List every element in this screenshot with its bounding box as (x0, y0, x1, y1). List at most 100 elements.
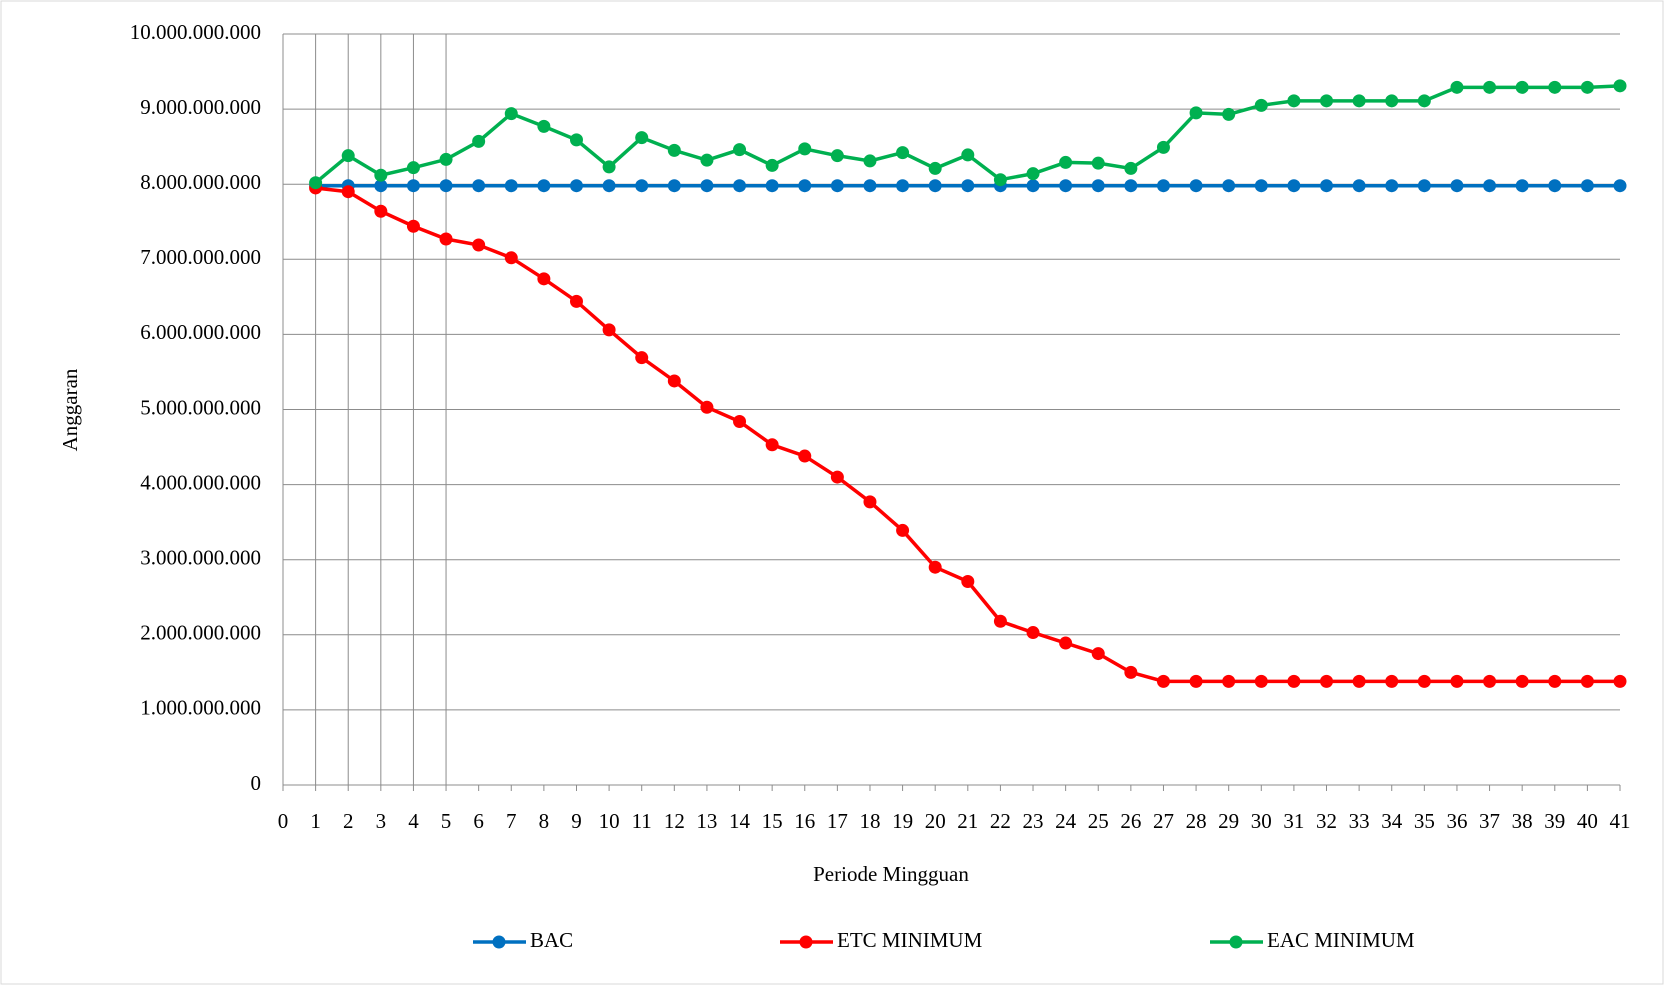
data-point (1417, 179, 1431, 193)
data-point (1124, 665, 1138, 679)
y-tick-label: 8.000.000.000 (140, 170, 261, 194)
x-tick-label: 31 (1283, 809, 1304, 833)
data-point (928, 161, 942, 175)
data-point (993, 173, 1007, 187)
data-point (1222, 107, 1236, 121)
y-tick-label: 10.000.000.000 (130, 20, 261, 44)
data-point (1450, 80, 1464, 94)
x-tick-label: 10 (599, 809, 620, 833)
data-point (1124, 179, 1138, 193)
data-point (537, 272, 551, 286)
data-point (667, 143, 681, 157)
data-point (896, 179, 910, 193)
data-point (1352, 94, 1366, 108)
data-point (341, 185, 355, 199)
x-tick-label: 1 (310, 809, 321, 833)
data-point (863, 179, 877, 193)
data-point (765, 158, 779, 172)
data-point (1156, 140, 1170, 154)
x-tick-label: 37 (1479, 809, 1500, 833)
data-point (896, 523, 910, 537)
data-point (1352, 179, 1366, 193)
legend-marker (492, 935, 506, 949)
data-point (1580, 179, 1594, 193)
data-point (1515, 179, 1529, 193)
y-tick-label: 5.000.000.000 (140, 395, 261, 419)
data-point (1580, 674, 1594, 688)
data-point (830, 470, 844, 484)
data-point (1483, 179, 1497, 193)
data-point (863, 495, 877, 509)
data-point (1189, 106, 1203, 120)
data-point (700, 153, 714, 167)
data-point (1026, 167, 1040, 181)
x-tick-label: 41 (1610, 809, 1631, 833)
data-point (1320, 674, 1334, 688)
data-point (504, 179, 518, 193)
x-tick-label: 24 (1055, 809, 1077, 833)
data-point (374, 179, 388, 193)
x-tick-label: 27 (1153, 809, 1174, 833)
data-point (1026, 626, 1040, 640)
data-point (439, 152, 453, 166)
data-point (1385, 94, 1399, 108)
y-tick-label: 1.000.000.000 (140, 696, 261, 720)
x-tick-label: 23 (1023, 809, 1044, 833)
data-point (1483, 80, 1497, 94)
data-point (700, 179, 714, 193)
x-tick-label: 14 (729, 809, 751, 833)
y-tick-label: 2.000.000.000 (140, 621, 261, 645)
data-point (667, 374, 681, 388)
x-tick-label: 17 (827, 809, 848, 833)
x-tick-label: 18 (859, 809, 880, 833)
data-point (1548, 179, 1562, 193)
data-point (961, 179, 975, 193)
x-tick-label: 38 (1512, 809, 1533, 833)
data-point (439, 179, 453, 193)
data-point (1059, 155, 1073, 169)
data-point (1287, 674, 1301, 688)
x-tick-label: 30 (1251, 809, 1272, 833)
data-point (602, 160, 616, 174)
data-point (1189, 179, 1203, 193)
y-axis-label: Anggaran (58, 368, 82, 451)
x-tick-label: 15 (762, 809, 783, 833)
data-point (1450, 179, 1464, 193)
data-point (1580, 80, 1594, 94)
data-point (733, 143, 747, 157)
data-point (1417, 674, 1431, 688)
data-point (896, 146, 910, 160)
data-point (1254, 674, 1268, 688)
x-tick-label: 40 (1577, 809, 1598, 833)
data-point (961, 148, 975, 162)
data-point (765, 438, 779, 452)
data-point (993, 614, 1007, 628)
data-point (1254, 179, 1268, 193)
data-point (1613, 179, 1627, 193)
data-point (1320, 94, 1334, 108)
x-tick-label: 0 (278, 809, 289, 833)
x-tick-label: 36 (1446, 809, 1467, 833)
data-point (863, 154, 877, 168)
y-tick-label: 9.000.000.000 (140, 95, 261, 119)
data-point (1613, 674, 1627, 688)
data-point (798, 179, 812, 193)
data-point (1059, 179, 1073, 193)
y-tick-label: 3.000.000.000 (140, 546, 261, 570)
data-point (406, 179, 420, 193)
data-point (374, 204, 388, 218)
data-point (928, 179, 942, 193)
data-point (1515, 674, 1529, 688)
data-point (309, 176, 323, 190)
data-point (472, 179, 486, 193)
legend-label: BAC (530, 928, 573, 952)
data-point (439, 232, 453, 246)
data-point (602, 179, 616, 193)
data-point (700, 400, 714, 414)
x-tick-label: 3 (376, 809, 387, 833)
x-tick-label: 29 (1218, 809, 1239, 833)
x-tick-label: 2 (343, 809, 354, 833)
data-point (504, 251, 518, 265)
